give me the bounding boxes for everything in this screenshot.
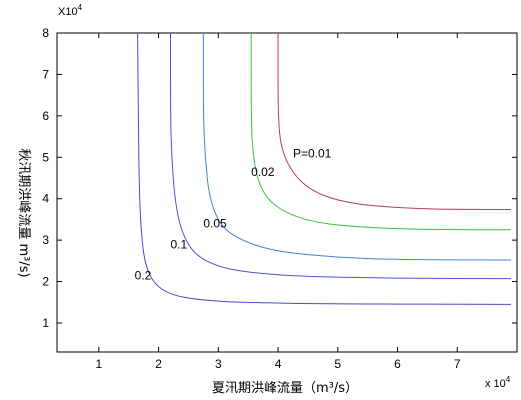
y-tick-label-5: 6	[42, 109, 49, 123]
y-axis-label: 秋汛期洪峰流量 m³/s)	[16, 148, 31, 277]
y-tick-label-3: 4	[42, 192, 49, 206]
x-tick-label-0: 1	[95, 357, 102, 371]
y-tick-label-1: 2	[42, 275, 49, 289]
series-line-4	[137, 32, 512, 305]
x-tick-label-6: 7	[454, 357, 461, 371]
y-tick-label-4: 5	[42, 150, 49, 164]
x-tick-label-3: 4	[275, 357, 282, 371]
y-tick-label-0: 1	[42, 316, 49, 330]
x-tick-label-5: 6	[394, 357, 401, 371]
contour-curves	[137, 32, 512, 305]
x-tick-label-4: 5	[334, 357, 341, 371]
contour-labels: P=0.01 0.02 0.05 0.1 0.2	[135, 146, 332, 282]
x-tick-label-1: 2	[155, 357, 162, 371]
x-axis-label: 夏汛期洪峰流量（m³/s）	[212, 381, 358, 396]
y-tick-label-2: 3	[42, 233, 49, 247]
x-multiplier: x 104	[485, 375, 511, 390]
y-tick-label-6: 7	[42, 67, 49, 81]
series-line-3	[170, 33, 512, 280]
series-label-2: 0.05	[203, 217, 227, 231]
series-label-3: 0.1	[171, 237, 188, 251]
series-line-1	[250, 33, 512, 231]
series-line-0	[277, 33, 512, 210]
y-multiplier: X104	[58, 3, 83, 18]
plot-frame	[56, 32, 518, 353]
y-tick-label-7: 8	[42, 26, 49, 40]
series-line-2	[202, 33, 512, 261]
series-label-1: 0.02	[251, 165, 275, 179]
series-label-0: P=0.01	[293, 146, 332, 160]
x-tick-label-2: 3	[215, 357, 222, 371]
series-label-4: 0.2	[135, 269, 152, 283]
